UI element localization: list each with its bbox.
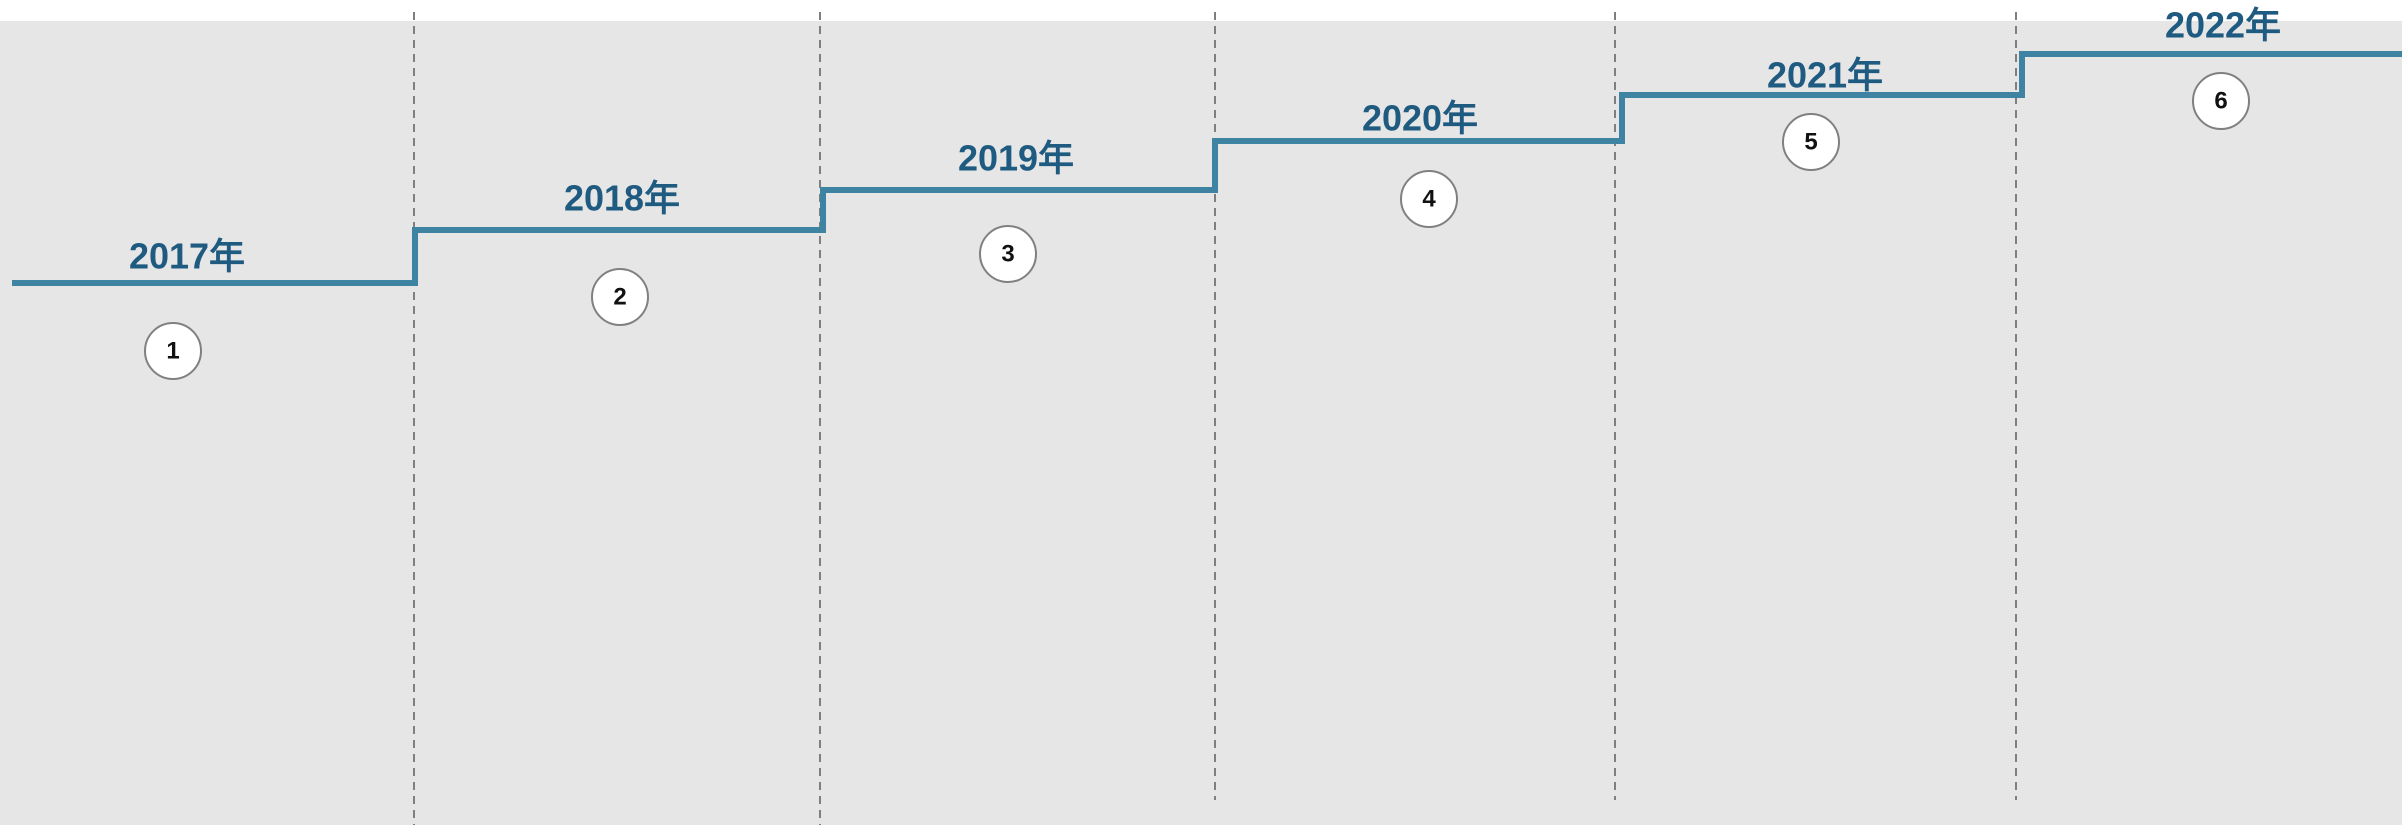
step-number: 6 — [2214, 88, 2227, 115]
year-label: 2021年 — [1767, 55, 1883, 96]
step-badge — [591, 268, 649, 326]
year-label: 2019年 — [958, 138, 1074, 179]
step-badge — [2192, 72, 2250, 130]
step-line — [12, 51, 2402, 286]
year-label: 2018年 — [564, 178, 680, 219]
year-label: 2022年 — [2165, 5, 2281, 46]
step-badge — [1782, 113, 1840, 171]
background — [0, 21, 2402, 825]
step-number: 4 — [1422, 186, 1436, 213]
year-label: 2017年 — [129, 236, 245, 277]
step-number: 2 — [613, 284, 626, 311]
step-badge — [144, 322, 202, 380]
step-number: 3 — [1001, 241, 1014, 268]
step-number: 5 — [1804, 129, 1817, 156]
step-number: 1 — [166, 338, 179, 365]
step-badge — [979, 225, 1037, 283]
year-label: 2020年 — [1362, 98, 1478, 139]
step-badge — [1400, 170, 1458, 228]
